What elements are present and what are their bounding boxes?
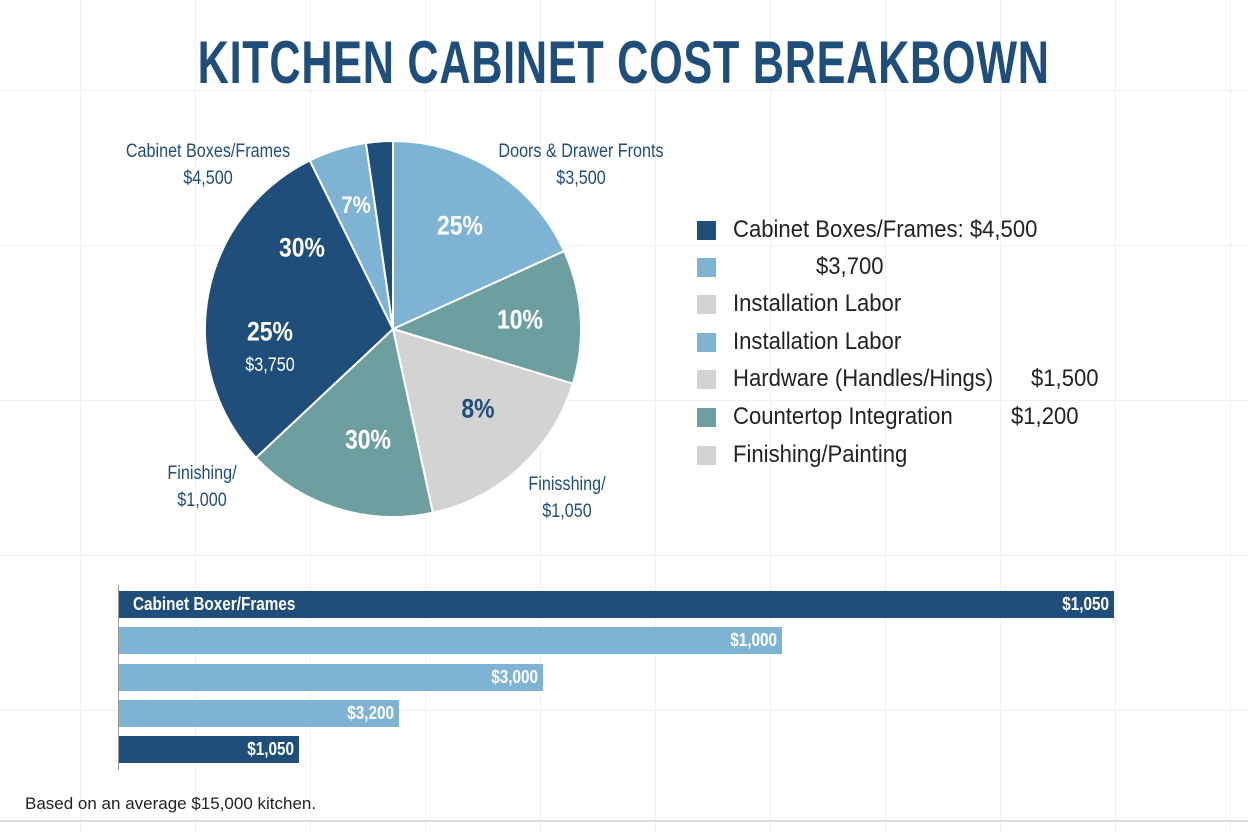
bar-value-label: $1,050 <box>247 739 295 760</box>
legend-label: Countertop Integration <box>733 403 953 430</box>
legend-swatch <box>697 333 716 352</box>
legend-swatch <box>697 408 716 427</box>
pie-slice-3 <box>254 327 435 518</box>
pie-slice-2 <box>391 327 575 514</box>
pie-slice-1 <box>390 249 582 385</box>
bar: $1,000 <box>119 627 782 655</box>
slice-label: 10% <box>497 304 543 335</box>
bar: $3,000 <box>119 663 543 691</box>
bar-axis <box>118 585 119 770</box>
bar-value-label: $3,200 <box>346 702 394 723</box>
slice-sublabel: $3,750 <box>245 355 295 376</box>
pie-slice-0 <box>392 139 566 331</box>
bar: $3,200 <box>119 699 399 727</box>
slice-label: 25% <box>247 316 293 347</box>
callout-finisshing: Finisshing/$1,050 <box>528 474 606 522</box>
slice-label: 7% <box>341 192 371 219</box>
legend-label: Installation Labor <box>733 290 902 317</box>
legend-value: $1,500 <box>1031 365 1099 392</box>
legend-label: Installation Labor <box>733 328 902 355</box>
legend-label: Hardware (Handles/Hings) <box>733 365 994 392</box>
legend-value: $1,200 <box>1011 403 1079 430</box>
callout-finishing: Finishing/$1,000 <box>167 463 237 511</box>
divider <box>0 820 1248 822</box>
callout-cabinet-boxes: Cabinet Boxes/Frames $4,500 <box>125 141 291 189</box>
slice-label: 8% <box>461 393 495 424</box>
bar: $1,050 <box>119 736 300 764</box>
pie-slice-6 <box>364 139 394 330</box>
legend-swatch <box>697 295 716 314</box>
bar-value-label: $1,000 <box>729 630 777 651</box>
footnote: Based on an average $15,000 kitchen. <box>25 794 317 813</box>
legend-swatch <box>697 370 716 389</box>
legend-swatch <box>697 446 716 465</box>
legend-swatch <box>697 258 716 277</box>
bar: Cabinet Boxer/Frames $1,050 <box>119 591 1114 618</box>
bar-value-label: $1,050 <box>1062 594 1109 614</box>
legend-label: Finishing/Painting <box>733 441 908 468</box>
legend-swatch <box>697 221 716 240</box>
chart-title: KITCHEN CABINET COST BREAKBOWN <box>198 29 1050 96</box>
legend-value: $3,700 <box>816 253 884 280</box>
legend-label: Cabinet Boxes/Frames: $4,500 <box>733 216 1038 243</box>
slice-label: 30% <box>279 232 325 263</box>
bar-category-label: Cabinet Boxer/Frames <box>133 594 296 614</box>
slice-label: 25% <box>437 210 483 241</box>
slice-label: 30% <box>345 424 391 455</box>
bar-value-label: $3,000 <box>491 666 538 687</box>
callout-doors-drawer-fronts: Doors & Drawer Fronts $3,500 <box>498 141 664 189</box>
